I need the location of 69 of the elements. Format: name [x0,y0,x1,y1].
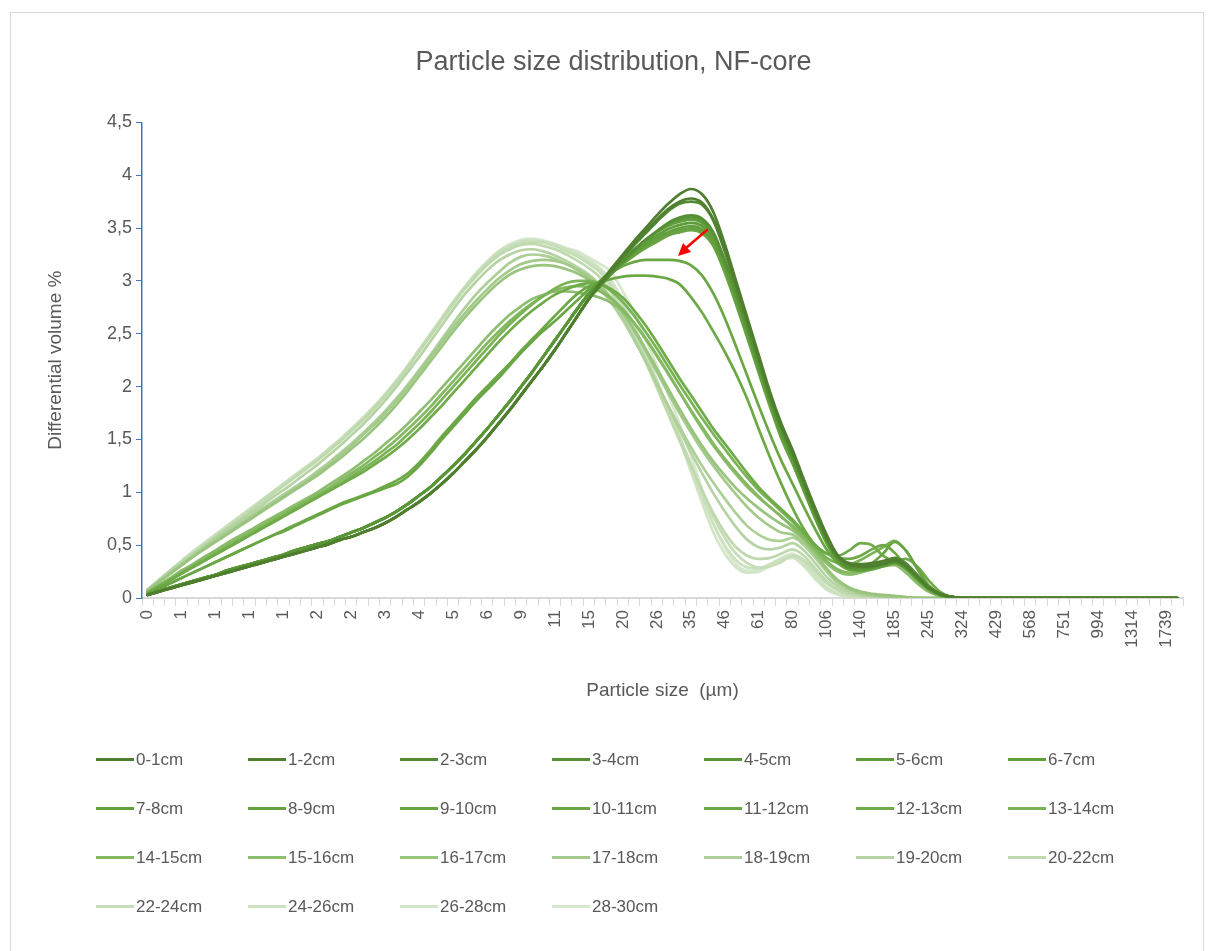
x-tick-label: 245 [918,610,938,639]
legend-label: 24-26cm [288,896,355,917]
x-tick-label: 15 [578,610,598,629]
legend-label: 0-1cm [136,749,184,770]
x-tick-label: 46 [714,610,734,629]
legend-label: 13-14cm [1048,798,1115,819]
legend-label: 8-9cm [288,798,336,819]
x-tick-label: 9 [510,610,530,620]
legend-label: 5-6cm [896,749,944,770]
x-tick-label: 0 [137,610,157,620]
x-tick-label: 140 [850,610,870,639]
x-tick-label: 35 [680,610,700,629]
legend-label: 3-4cm [592,749,640,770]
x-tick-label: 61 [748,610,768,629]
legend-label: 6-7cm [1048,749,1096,770]
legend-label: 17-18cm [592,847,659,868]
x-tick-label: 6 [476,610,496,620]
x-tick-label: 3 [374,610,394,620]
x-tick-label: 185 [884,610,904,639]
x-tick-label: 751 [1053,610,1073,639]
legend-label: 26-28cm [440,896,507,917]
y-tick-label: 3,5 [106,217,132,238]
legend-label: 11-12cm [744,798,809,819]
legend-label: 18-19cm [744,847,811,868]
y-tick-label: 0,5 [106,534,132,555]
x-tick-label: 106 [816,610,836,639]
x-axis-title: Particle size (µm) [586,678,739,700]
y-tick-label: 4 [121,164,132,185]
x-tick-label: 994 [1087,610,1107,639]
x-tick-label: 1 [273,610,293,620]
legend-label: 16-17cm [440,847,507,868]
y-axis-title: Differential volume % [43,270,65,450]
y-tick-label: 1 [121,481,132,502]
legend-label: 22-24cm [136,896,203,917]
legend-label: 12-13cm [896,798,963,819]
x-tick-label: 324 [952,610,972,639]
y-tick-label: 4,5 [106,111,132,132]
legend-label: 9-10cm [440,798,497,819]
y-tick-label: 0 [121,586,132,607]
x-tick-label: 1 [239,610,259,620]
legend-label: 19-20cm [896,847,963,868]
legend-label: 7-8cm [136,798,184,819]
x-tick-label: 5 [442,610,462,620]
y-tick-label: 2 [121,375,132,396]
legend-label: 15-16cm [288,847,355,868]
x-tick-label: 26 [646,610,666,629]
x-tick-label: 11 [544,610,564,628]
y-tick-label: 1,5 [106,428,132,449]
x-tick-label: 1739 [1155,610,1175,648]
x-tick-label: 1314 [1121,610,1141,648]
legend-label: 2-3cm [440,749,488,770]
y-tick-label: 2,5 [106,322,132,343]
x-tick-label: 2 [341,610,361,620]
x-tick-label: 1 [205,610,225,620]
x-tick-label: 1 [171,610,191,620]
x-tick-label: 20 [612,610,632,629]
legend-label: 1-2cm [288,749,336,770]
x-tick-label: 568 [1019,610,1039,639]
x-tick-label: 80 [782,610,802,629]
x-tick-label: 2 [307,610,327,620]
chart-title: Particle size distribution, NF-core [415,45,812,76]
legend-label: 28-30cm [592,896,659,917]
y-tick-label: 3 [121,269,132,290]
legend-label: 10-11cm [592,798,657,819]
x-tick-label: 4 [408,610,428,620]
legend-label: 20-22cm [1048,847,1115,868]
x-tick-label: 429 [985,610,1005,639]
legend-label: 4-5cm [744,749,792,770]
legend-label: 14-15cm [136,847,203,868]
